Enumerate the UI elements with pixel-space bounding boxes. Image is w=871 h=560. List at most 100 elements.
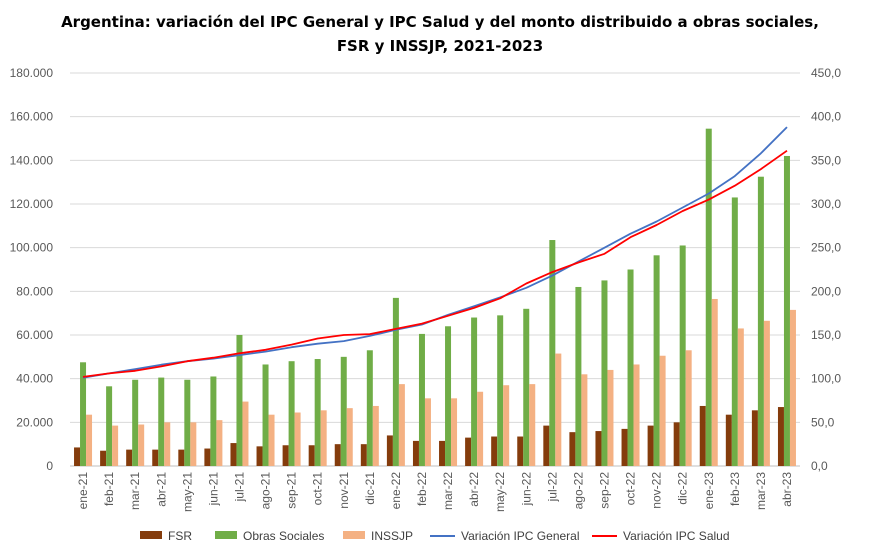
bar-obras-sociales (471, 317, 478, 466)
bar-obras-sociales (418, 333, 425, 466)
bar-fsr (334, 444, 341, 466)
x-tick-label: mar-22 (441, 472, 455, 510)
bar-obras-sociales (340, 356, 347, 466)
chart-title: Argentina: variación del IPC General y I… (61, 13, 819, 55)
bar-obras-sociales (653, 255, 660, 466)
bar-fsr (543, 425, 550, 466)
bar-fsr (204, 448, 211, 466)
bar-obras-sociales (627, 269, 634, 466)
bar-inssjp (424, 398, 431, 466)
bar-fsr (621, 428, 628, 466)
bar-obras-sociales (757, 176, 764, 467)
x-tick-label: ago-22 (571, 472, 585, 510)
bar-fsr (230, 443, 237, 466)
bar-obras-sociales (705, 128, 712, 467)
x-tick-label: ene-21 (76, 472, 90, 510)
bar-inssjp (268, 414, 275, 466)
bar-inssjp (737, 328, 744, 466)
bar-inssjp (138, 424, 145, 466)
legend-swatch (140, 531, 162, 539)
bar-fsr (465, 437, 472, 466)
bar-fsr (569, 432, 576, 466)
legend-label: Variación IPC General (461, 529, 580, 543)
bar-obras-sociales (80, 362, 87, 466)
bar-fsr (126, 449, 133, 466)
x-tick-label: dic-21 (363, 472, 377, 505)
x-tick-label: jun-21 (206, 472, 220, 507)
legend-swatch (343, 531, 365, 539)
bar-fsr (100, 450, 107, 466)
x-tick-label: abr-21 (154, 472, 168, 507)
bar-inssjp (763, 320, 770, 466)
x-tick-label: abr-23 (780, 472, 794, 507)
bar-inssjp (451, 398, 458, 466)
bar-obras-sociales (445, 326, 452, 466)
bar-inssjp (242, 401, 249, 466)
x-tick-label: ene-23 (702, 472, 716, 510)
bar-fsr (491, 436, 498, 466)
y-left-tick-label: 100.000 (10, 241, 54, 255)
x-tick-label: dic-22 (676, 472, 690, 505)
x-tick-label: sep-21 (285, 472, 299, 509)
bar-inssjp (477, 391, 484, 466)
y-left-tick-label: 140.000 (10, 153, 54, 167)
bar-obras-sociales (288, 361, 295, 466)
bar-fsr (777, 407, 784, 466)
bar-fsr (517, 436, 524, 466)
legend-label: INSSJP (371, 529, 413, 543)
bar-inssjp (86, 414, 93, 466)
y-left-tick-label: 80.000 (16, 284, 53, 298)
bar-inssjp (685, 350, 692, 466)
line-variación-ipc-salud (82, 149, 788, 378)
y-left-tick-label: 180.000 (10, 66, 54, 80)
y-right-tick-label: 50,0 (811, 415, 835, 429)
bar-fsr (308, 445, 315, 466)
bar-fsr (673, 422, 680, 466)
x-tick-label: jun-22 (519, 472, 533, 507)
x-tick-label: oct-21 (311, 472, 325, 506)
bar-inssjp (112, 425, 119, 466)
bar-inssjp (164, 422, 171, 466)
bar-fsr (595, 431, 602, 466)
legend-swatch (215, 531, 237, 539)
bar-obras-sociales (106, 386, 113, 466)
x-tick-label: abr-22 (467, 472, 481, 507)
bar-inssjp (320, 410, 327, 466)
bar-obras-sociales (314, 359, 321, 466)
bar-fsr (751, 410, 758, 466)
bar-obras-sociales (549, 240, 556, 466)
bar-obras-sociales (392, 297, 399, 466)
bar-fsr (178, 449, 185, 466)
x-tick-label: ene-22 (389, 472, 403, 510)
bar-obras-sociales (575, 286, 582, 466)
bar-obras-sociales (679, 245, 686, 466)
bar-fsr (647, 425, 654, 466)
bar-obras-sociales (366, 350, 373, 466)
bar-inssjp (633, 364, 640, 466)
bar-obras-sociales (132, 379, 139, 466)
y-right-tick-label: 150,0 (811, 328, 841, 342)
y-right-tick-label: 350,0 (811, 153, 841, 167)
y-left-tick-label: 60.000 (16, 328, 53, 342)
bar-inssjp (216, 420, 223, 466)
y-left-tick-label: 0 (46, 459, 53, 473)
bar-inssjp (346, 408, 353, 466)
bar-fsr (412, 440, 419, 466)
bar-inssjp (398, 384, 405, 466)
bar-inssjp (581, 374, 588, 466)
y-right-tick-label: 400,0 (811, 110, 841, 124)
x-tick-label: may-22 (493, 472, 507, 512)
x-tick-label: mar-21 (128, 472, 142, 510)
y-right-tick-label: 200,0 (811, 284, 841, 298)
x-tick-label: sep-22 (597, 472, 611, 509)
bar-fsr (386, 435, 393, 466)
y-left-tick-label: 120.000 (10, 197, 54, 211)
bar-inssjp (607, 369, 614, 466)
y-left-tick-label: 40.000 (16, 372, 53, 386)
bar-fsr (360, 444, 367, 466)
bar-fsr (439, 440, 446, 466)
bar-fsr (282, 445, 289, 466)
bar-obras-sociales (497, 315, 504, 466)
bar-inssjp (789, 309, 796, 466)
